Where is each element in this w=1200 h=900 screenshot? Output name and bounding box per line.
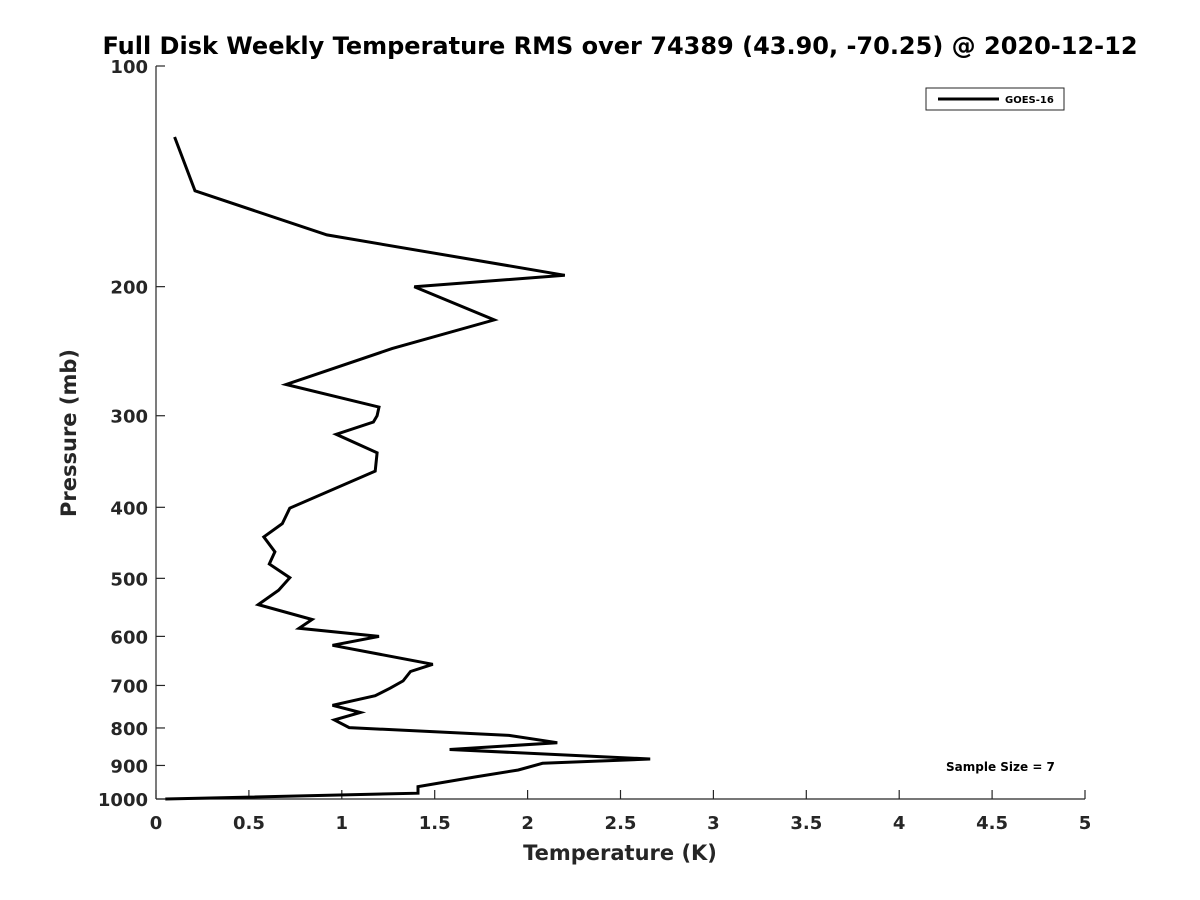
y-tick-label: 400 — [110, 498, 148, 519]
x-tick-label: 3 — [707, 813, 720, 834]
y-tick-label: 700 — [110, 676, 148, 697]
x-tick-label: 0 — [150, 813, 163, 834]
x-tick-label: 4 — [893, 813, 906, 834]
x-tick-label: 2 — [521, 813, 534, 834]
y-tick-label: 800 — [110, 719, 148, 740]
x-tick-label: 1.5 — [419, 813, 451, 834]
x-tick-label: 3.5 — [790, 813, 822, 834]
series-layer — [165, 136, 651, 801]
legend-label-goes-16: GOES-16 — [1005, 95, 1054, 106]
series-line-goes-16 — [165, 136, 651, 801]
y-tick-label: 300 — [110, 407, 148, 428]
sample-size-annotation: Sample Size = 7 — [946, 760, 1055, 774]
x-tick-label: 5 — [1079, 813, 1092, 834]
y-tick-label: 900 — [110, 756, 148, 777]
plot-area — [156, 66, 1085, 799]
chart-title: Full Disk Weekly Temperature RMS over 74… — [102, 32, 1137, 60]
y-tick-label: 600 — [110, 627, 148, 648]
x-tick-label: 4.5 — [976, 813, 1008, 834]
x-axis-label: Temperature (K) — [523, 841, 717, 865]
y-tick-label: 100 — [110, 57, 148, 78]
y-tick-label: 200 — [110, 278, 148, 299]
x-tick-label: 1 — [336, 813, 349, 834]
y-axis-ticks: 100 200 300 400 500 600 700 800 900 1000 — [98, 57, 165, 811]
y-axis-label: Pressure (mb) — [57, 349, 81, 517]
legend: GOES-16 — [925, 87, 1065, 111]
x-tick-label: 0.5 — [233, 813, 265, 834]
x-tick-label: 2.5 — [605, 813, 637, 834]
x-axis-ticks: 0 0.5 1 1.5 2 2.5 3 3.5 4 4.5 5 — [150, 790, 1092, 834]
y-tick-label: 500 — [110, 569, 148, 590]
y-tick-label: 1000 — [98, 790, 148, 811]
